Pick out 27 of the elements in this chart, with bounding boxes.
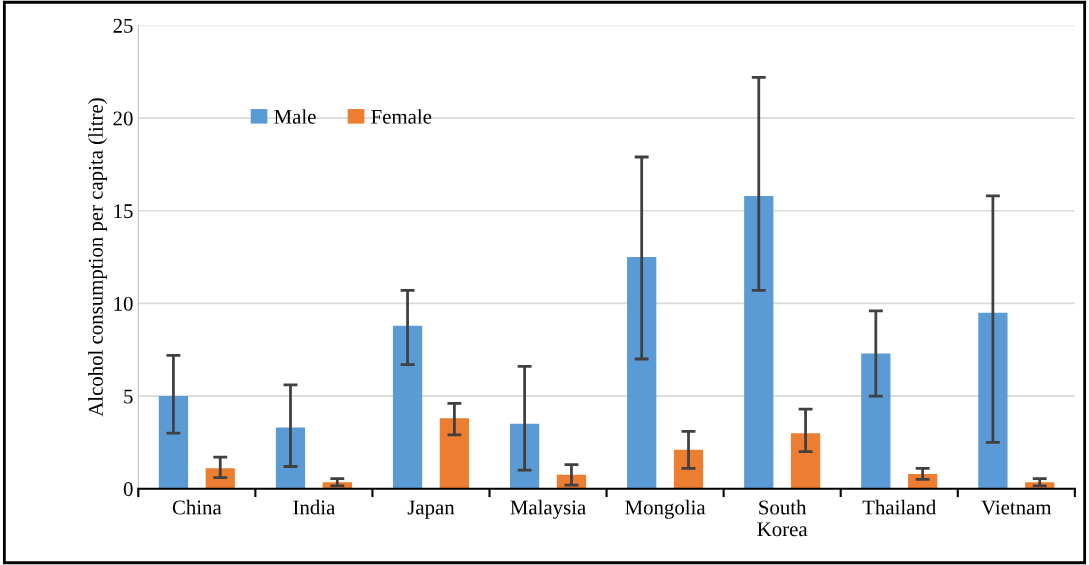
bar <box>509 423 540 489</box>
bar <box>158 396 189 489</box>
bar <box>439 418 470 489</box>
y-tick-label: 15 <box>114 204 133 219</box>
bar <box>627 257 657 489</box>
y-tick-label: 10 <box>114 296 133 311</box>
legend-label: Female <box>371 109 432 124</box>
x-tick-label: China <box>172 499 222 515</box>
bar <box>392 325 423 489</box>
y-axis-title: Alcohol consumption per capita (litre) <box>88 98 108 417</box>
bar <box>673 449 704 489</box>
x-tick-label: India <box>293 499 336 515</box>
y-tick-label: 5 <box>124 389 133 404</box>
x-tick-label: Japan <box>407 500 455 519</box>
y-tick-label: 25 <box>113 18 133 33</box>
legend-label: Male <box>274 109 316 124</box>
bar <box>861 353 891 489</box>
x-tick-label: Malaysia <box>510 499 586 519</box>
x-tick-label: Vietnam <box>981 500 1052 515</box>
x-tick-label: South Korea <box>757 499 808 537</box>
bar <box>744 195 774 489</box>
y-tick-label: 20 <box>113 111 133 126</box>
bar <box>978 312 1008 489</box>
x-tick-label: Mongolia <box>625 499 706 519</box>
x-tick-label: Thailand <box>862 499 937 515</box>
bar <box>790 433 821 489</box>
y-tick-label: 0 <box>123 482 133 497</box>
